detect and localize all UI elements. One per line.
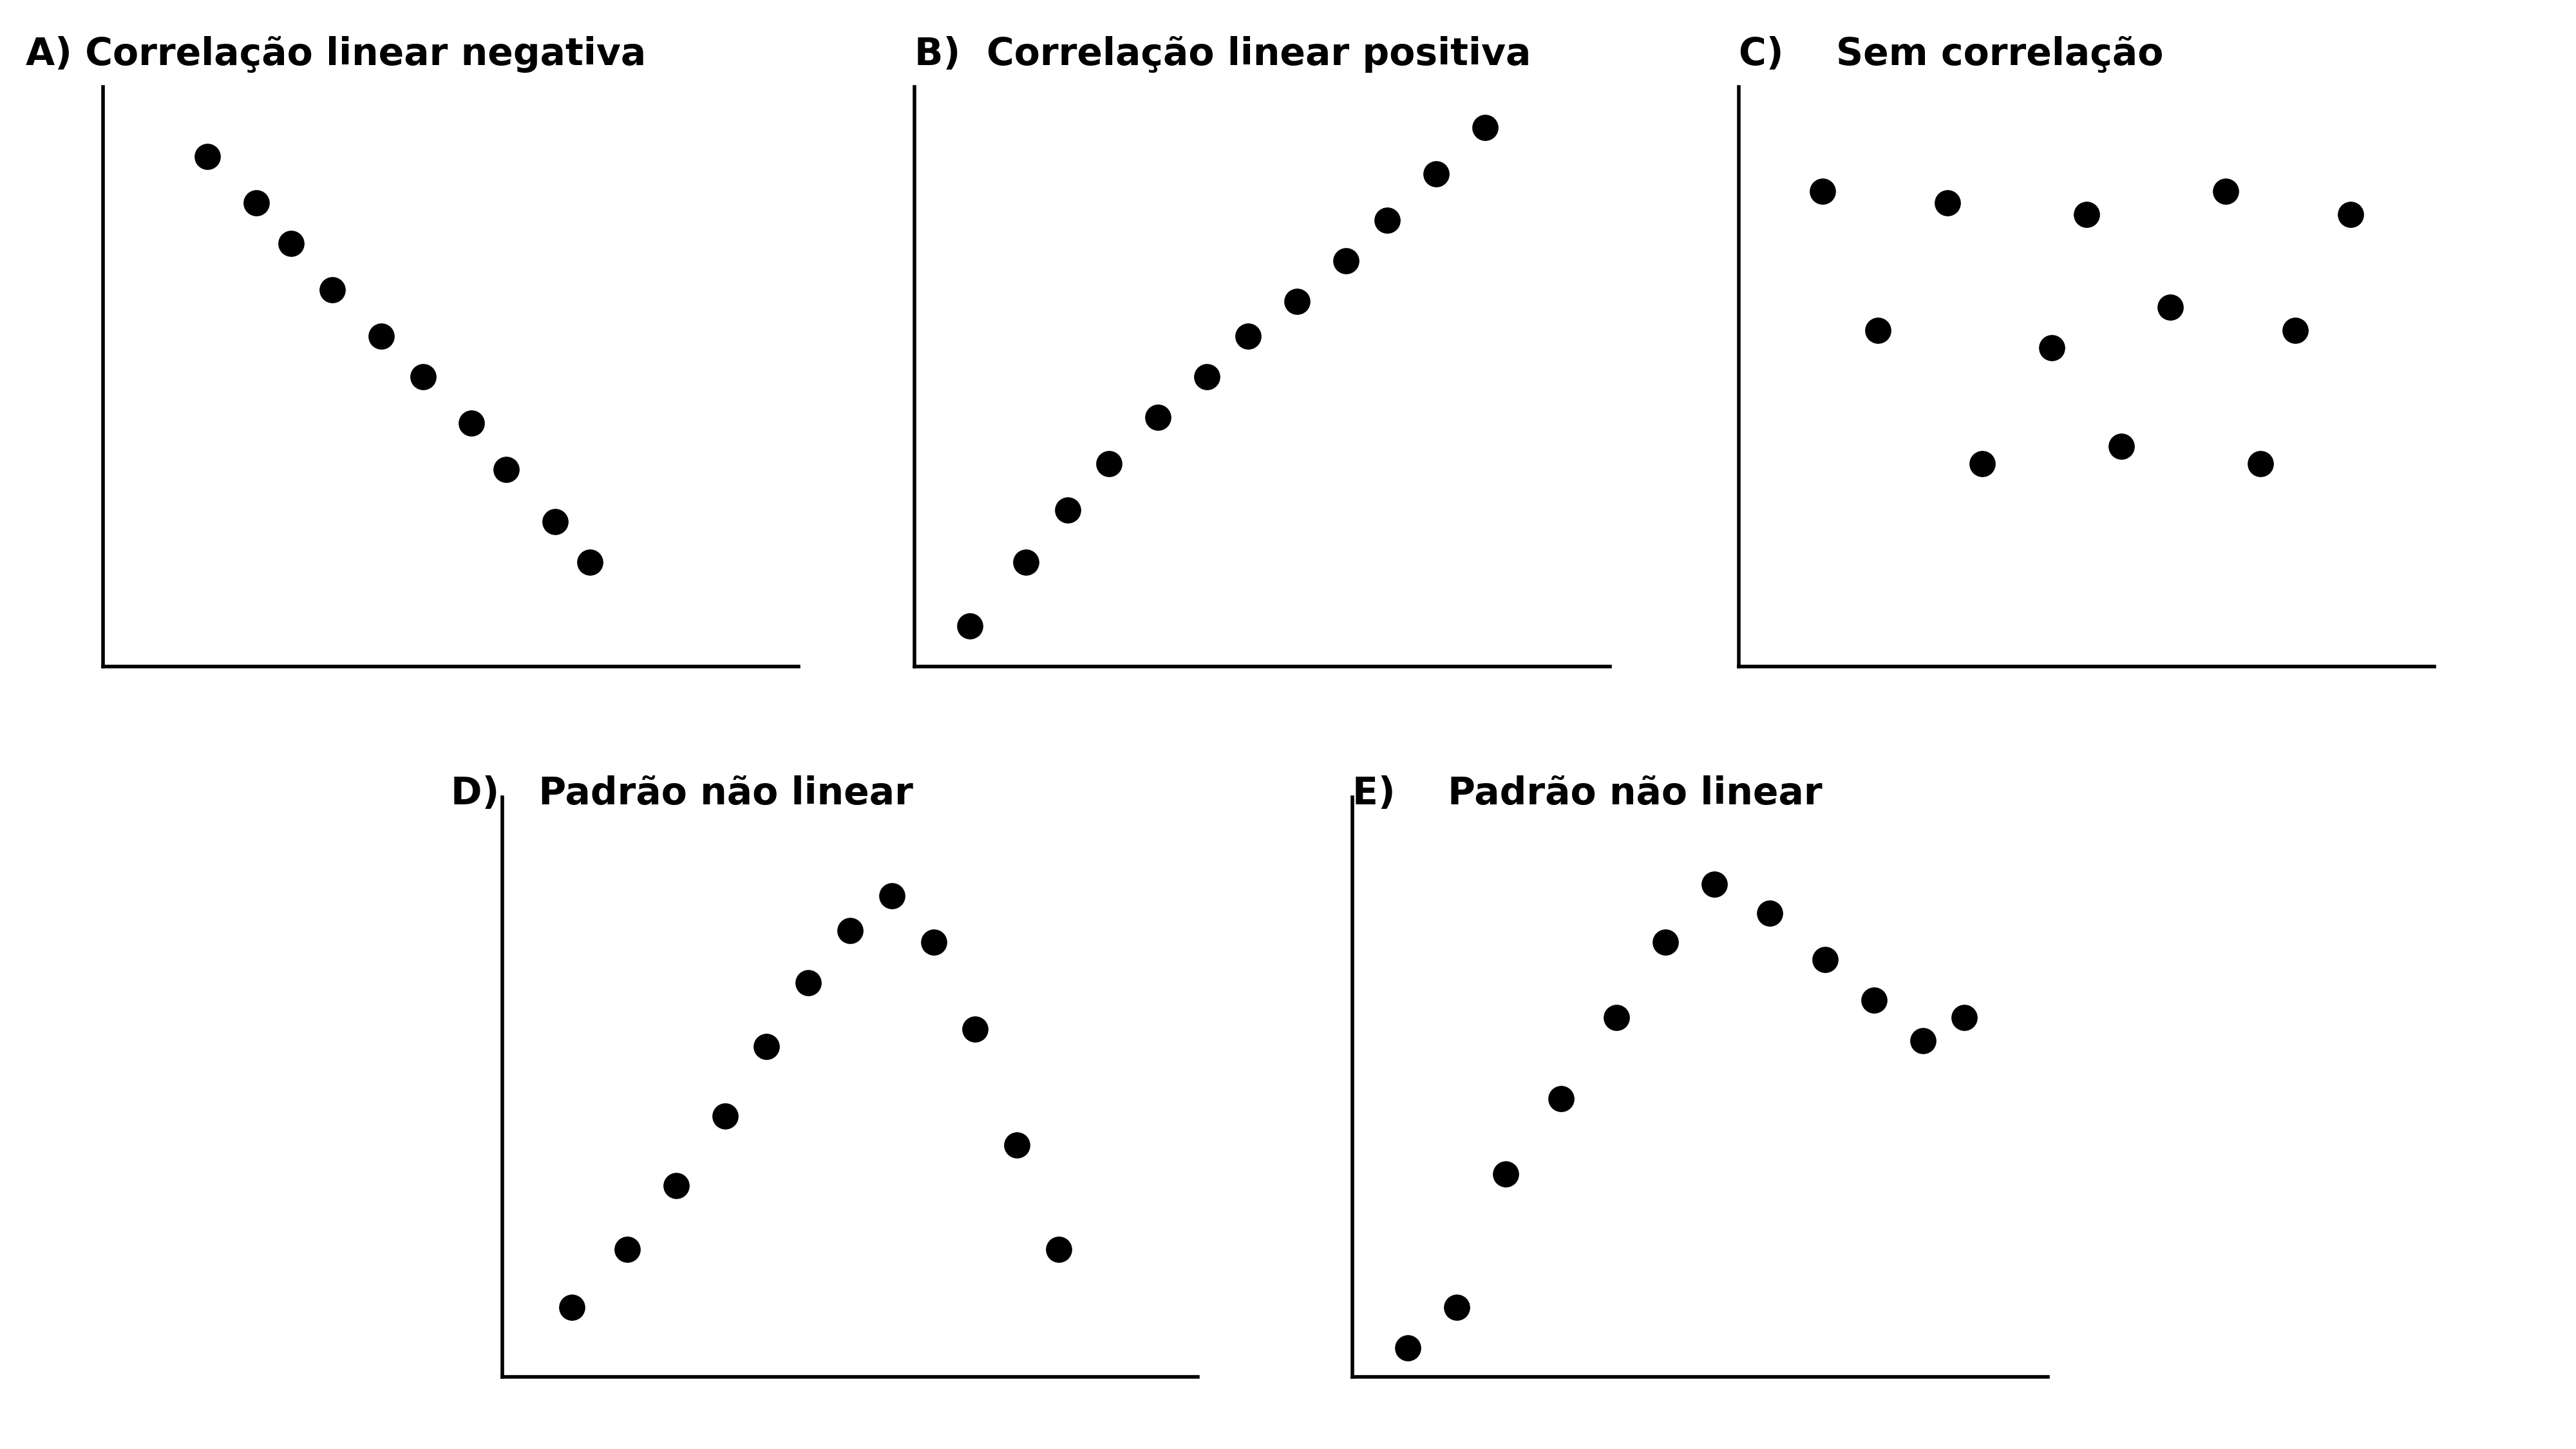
Point: [1643, 930, 1685, 953]
Text: A) Correlação linear negativa: A) Correlação linear negativa: [26, 36, 647, 72]
Point: [1692, 872, 1734, 895]
Point: [871, 884, 912, 907]
Point: [747, 1035, 788, 1058]
Point: [1945, 1006, 1986, 1029]
Point: [951, 614, 992, 638]
Point: [536, 510, 577, 533]
Point: [1368, 209, 1409, 232]
Text: D)   Padrão não linear: D) Padrão não linear: [451, 775, 912, 811]
Point: [1278, 290, 1319, 313]
Text: C)    Sem correlação: C) Sem correlação: [1739, 36, 2164, 72]
Point: [1388, 1336, 1430, 1359]
Point: [829, 919, 871, 942]
Point: [1855, 988, 1896, 1011]
Point: [912, 930, 953, 953]
Point: [1927, 191, 1968, 214]
Point: [1437, 1295, 1479, 1319]
Point: [1046, 498, 1087, 522]
Point: [1801, 180, 1842, 203]
Point: [1185, 365, 1226, 388]
Point: [2205, 180, 2246, 203]
Point: [2241, 452, 2282, 475]
Point: [2066, 203, 2107, 226]
Point: [188, 145, 227, 168]
Point: [361, 325, 402, 348]
Point: [270, 232, 312, 255]
Point: [654, 1174, 696, 1197]
Point: [1749, 901, 1790, 924]
Point: [1005, 551, 1046, 574]
Point: [1090, 452, 1131, 475]
Point: [1901, 1029, 1942, 1052]
Point: [703, 1104, 744, 1127]
Point: [997, 1133, 1038, 1156]
Point: [2275, 319, 2316, 342]
Point: [569, 551, 611, 574]
Point: [1417, 162, 1458, 185]
Point: [2030, 336, 2071, 359]
Point: [1229, 325, 1270, 348]
Point: [956, 1017, 997, 1040]
Point: [788, 971, 829, 994]
Point: [451, 412, 492, 435]
Point: [2102, 435, 2143, 458]
Text: E)    Padrão não linear: E) Padrão não linear: [1352, 775, 1821, 811]
Point: [1463, 116, 1504, 139]
Point: [1139, 406, 1180, 429]
Point: [1540, 1087, 1582, 1110]
Point: [1484, 1162, 1525, 1185]
Point: [1324, 249, 1365, 272]
Point: [1597, 1006, 1638, 1029]
Point: [2331, 203, 2372, 226]
Point: [551, 1295, 592, 1319]
Point: [402, 365, 443, 388]
Point: [1038, 1237, 1079, 1261]
Point: [1857, 319, 1899, 342]
Point: [312, 278, 353, 301]
Point: [234, 191, 276, 214]
Point: [2148, 296, 2190, 319]
Point: [1963, 452, 2004, 475]
Point: [1806, 948, 1847, 971]
Text: B)  Correlação linear positiva: B) Correlação linear positiva: [914, 36, 1530, 72]
Point: [608, 1237, 649, 1261]
Point: [487, 458, 528, 481]
